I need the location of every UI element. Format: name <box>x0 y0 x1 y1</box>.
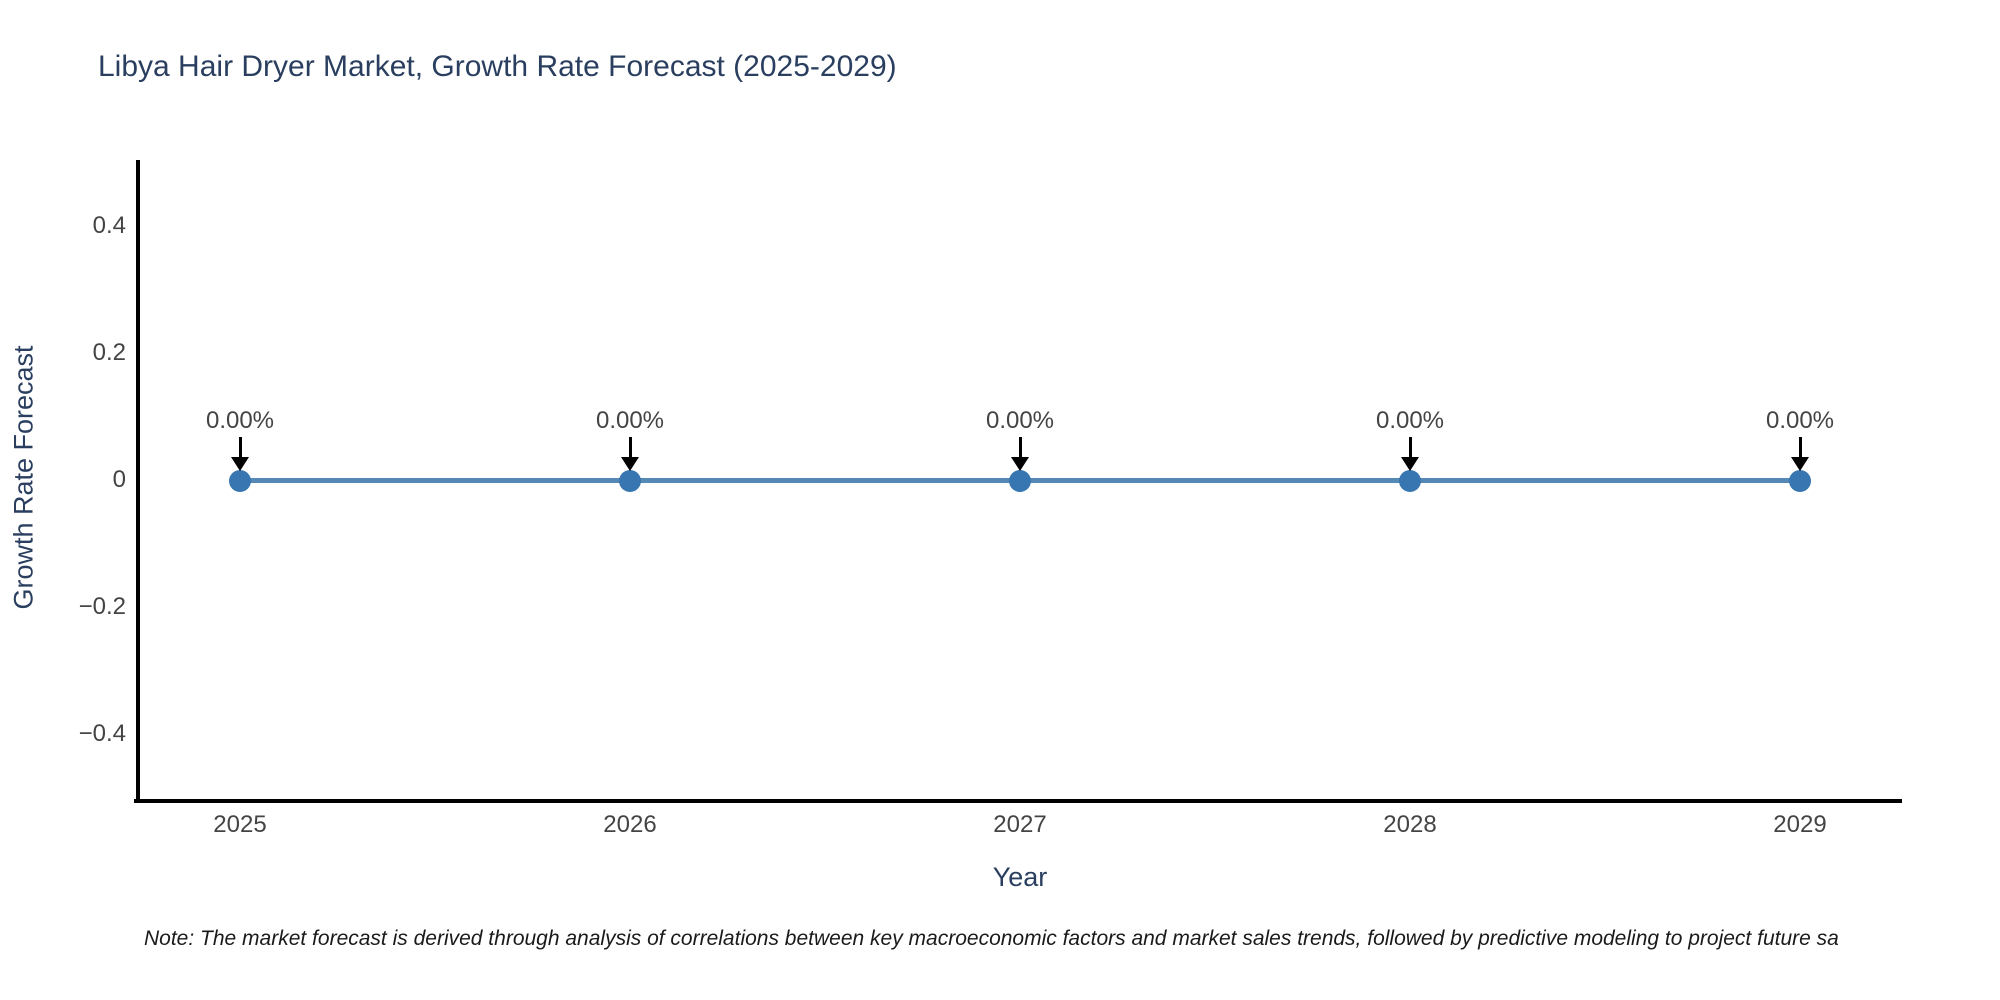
data-point-marker <box>619 470 641 492</box>
point-annotation-label: 0.00% <box>205 407 275 434</box>
annotation-arrow-stem <box>1408 437 1412 458</box>
y-tick-label: 0.4 <box>92 212 126 239</box>
annotation-arrow-head <box>621 457 639 471</box>
point-annotation-label: 0.00% <box>1375 407 1445 434</box>
x-axis-title: Year <box>992 862 1048 892</box>
data-point-marker <box>1399 470 1421 492</box>
x-tick-label: 2027 <box>993 811 1047 838</box>
y-tick-label: 0.2 <box>92 339 126 366</box>
data-point-marker <box>229 470 251 492</box>
annotation-arrow-head <box>1011 457 1029 471</box>
chart-title: Libya Hair Dryer Market, Growth Rate For… <box>98 50 897 83</box>
y-axis-line <box>136 160 140 803</box>
y-tick-label: 0 <box>112 466 126 493</box>
x-tick-label: 2029 <box>1773 811 1827 838</box>
y-tick-label: −0.4 <box>78 720 126 747</box>
annotation-arrow-stem <box>1018 437 1022 458</box>
data-point-marker <box>1009 470 1031 492</box>
annotation-arrow-head <box>1401 457 1419 471</box>
x-tick-label: 2025 <box>213 811 267 838</box>
point-annotation-label: 0.00% <box>985 407 1055 434</box>
x-axis-line <box>134 799 1902 803</box>
annotation-arrow-head <box>1791 457 1809 471</box>
y-tick-label: −0.2 <box>78 593 126 620</box>
footnote: Note: The market forecast is derived thr… <box>144 927 1839 950</box>
annotation-arrow-stem <box>238 437 242 458</box>
point-annotation-label: 0.00% <box>1765 407 1835 434</box>
point-annotation-label: 0.00% <box>595 407 665 434</box>
annotation-arrow-stem <box>628 437 632 458</box>
x-tick-label: 2028 <box>1383 811 1437 838</box>
annotation-arrow-stem <box>1798 437 1802 458</box>
x-tick-label: 2026 <box>603 811 657 838</box>
data-point-marker <box>1789 470 1811 492</box>
annotation-arrow-head <box>231 457 249 471</box>
